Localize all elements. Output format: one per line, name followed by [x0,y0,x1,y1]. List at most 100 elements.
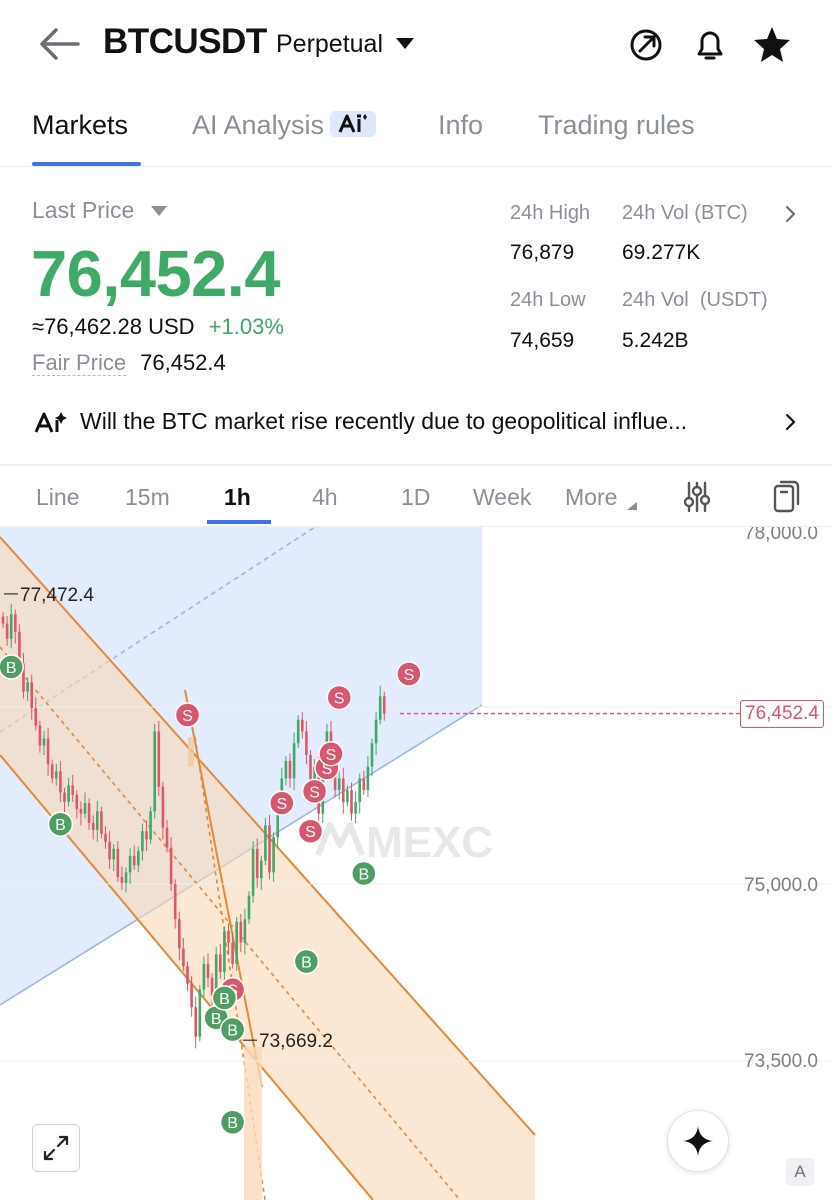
y-tick-label: 73,500.0 [744,1051,818,1072]
signal-circle [301,778,328,805]
usd-equivalent-line: ≈76,462.28 USD +1.03% [32,314,284,340]
candle-body [186,966,189,984]
star-icon[interactable] [752,24,792,64]
signal-letter: S [334,690,345,707]
signal-circle [0,654,24,680]
signal-letter: S [309,784,320,801]
ai-assistant-button[interactable] [667,1110,729,1172]
buy-signal[interactable]: B [351,860,377,887]
candle-body [268,825,271,873]
tab-more[interactable]: More [565,484,618,510]
candle-body [34,708,38,726]
candle-body [87,803,91,824]
candle-body [9,614,13,639]
candle-body [18,631,21,664]
contract-type[interactable]: Perpetual [276,30,384,58]
tab-week[interactable]: Week [473,484,532,510]
signals: BBSSBBBBSSSSSSBBS [0,654,422,1135]
buy-signal[interactable]: B [293,948,320,975]
price-axis: 78,000.076,500.075,000.073,500.0 [744,527,818,1072]
usd-equivalent: ≈76,462.28 [32,314,142,339]
news-headline[interactable]: Will the BTC market rise recently due to… [80,408,688,434]
candle-body [169,847,173,885]
candle-body [309,754,312,791]
signal-circle [219,1109,246,1135]
tab-line[interactable]: Line [36,484,80,510]
tab-1d[interactable]: 1D [401,484,431,510]
sell-signal[interactable]: S [326,684,352,711]
candle-body [280,778,284,802]
copy-icon[interactable] [772,478,802,514]
signal-letter: S [404,667,415,684]
buy-signal[interactable]: B [211,985,238,1011]
sell-signal[interactable]: S [269,790,295,816]
candle-body [67,785,70,802]
fair-price-label[interactable]: Fair Price [32,350,127,376]
candle-body [124,872,128,883]
candle-body [333,766,337,791]
tab-ai-analysis[interactable]: AI Analysis [192,110,377,141]
tab-trading-rules[interactable]: Trading rules [538,110,695,140]
a-badge[interactable]: A [786,1158,814,1186]
signal-letter: B [358,866,369,883]
candle-body [132,855,136,866]
price-chart[interactable]: MEXC 77,472.473,669.2 BBSSBBBBSSSSSSBBS … [0,527,832,1200]
vol-usdt-value: 5.242B [622,329,689,352]
candle-body [239,921,243,943]
buy-signal[interactable]: B [219,1016,246,1043]
sell-signal[interactable]: S [396,661,422,687]
candle-body [120,876,124,883]
more-caret-icon[interactable] [625,500,639,512]
sell-signal[interactable]: S [301,778,328,805]
symbol-title[interactable]: BTCUSDT [103,22,267,61]
candle-body [342,778,345,802]
fullscreen-button[interactable] [32,1124,80,1172]
signal-circle [211,985,238,1011]
buy-signal[interactable]: B [219,1109,246,1135]
last-price: 76,452.4 [31,237,281,310]
sell-signal[interactable]: S [297,818,324,844]
trend-dashed-line [194,736,266,1200]
price-type-dropdown-icon[interactable] [151,206,167,216]
candle-body [14,614,17,632]
bell-icon[interactable] [690,24,730,64]
candle-body [198,989,202,1037]
contract-dropdown-icon[interactable] [396,38,414,49]
share-icon[interactable] [626,24,666,64]
tab-15m[interactable]: 15m [125,484,170,510]
candle-body [42,738,46,746]
tab-markets[interactable]: Markets [32,110,129,140]
tab-4h[interactable]: 4h [312,484,338,510]
chevron-right-icon[interactable] [784,412,798,432]
signal-letter: B [227,1115,238,1132]
buy-signal[interactable]: B [0,654,24,680]
sell-signal[interactable]: S [174,702,201,728]
tab-info[interactable]: Info [438,110,484,140]
candlestick-chart[interactable]: MEXC 77,472.473,669.2 BBSSBBBBSSSSSSBBS … [0,527,832,1200]
ai-icon [34,412,67,433]
candle-body [305,731,308,755]
candle-body [59,771,62,793]
tab-1h[interactable]: 1h [224,484,251,510]
candle-body [231,942,234,964]
candle-body [276,801,279,838]
change-percent: +1.03% [208,314,284,339]
candle-body [337,778,341,791]
candle-body [46,738,50,765]
buy-signal[interactable]: B [47,811,74,837]
highlight-bar [244,1047,262,1200]
sell-signal[interactable]: S [318,741,344,767]
last-price-label[interactable]: Last Price [32,197,135,223]
candle-body [100,811,103,834]
signal-letter: B [55,817,66,834]
chevron-right-icon[interactable] [784,204,798,224]
signal-circle [351,860,377,887]
ai-icon [330,110,377,137]
signal-letter: B [227,1023,238,1040]
back-arrow-icon[interactable] [36,24,84,64]
indicator-settings-icon[interactable] [682,480,712,514]
candle-body [30,682,33,709]
ai-news-row[interactable]: Will the BTC market rise recently due to… [0,398,832,446]
candle-body [210,977,214,996]
highlight-bar [188,737,194,767]
